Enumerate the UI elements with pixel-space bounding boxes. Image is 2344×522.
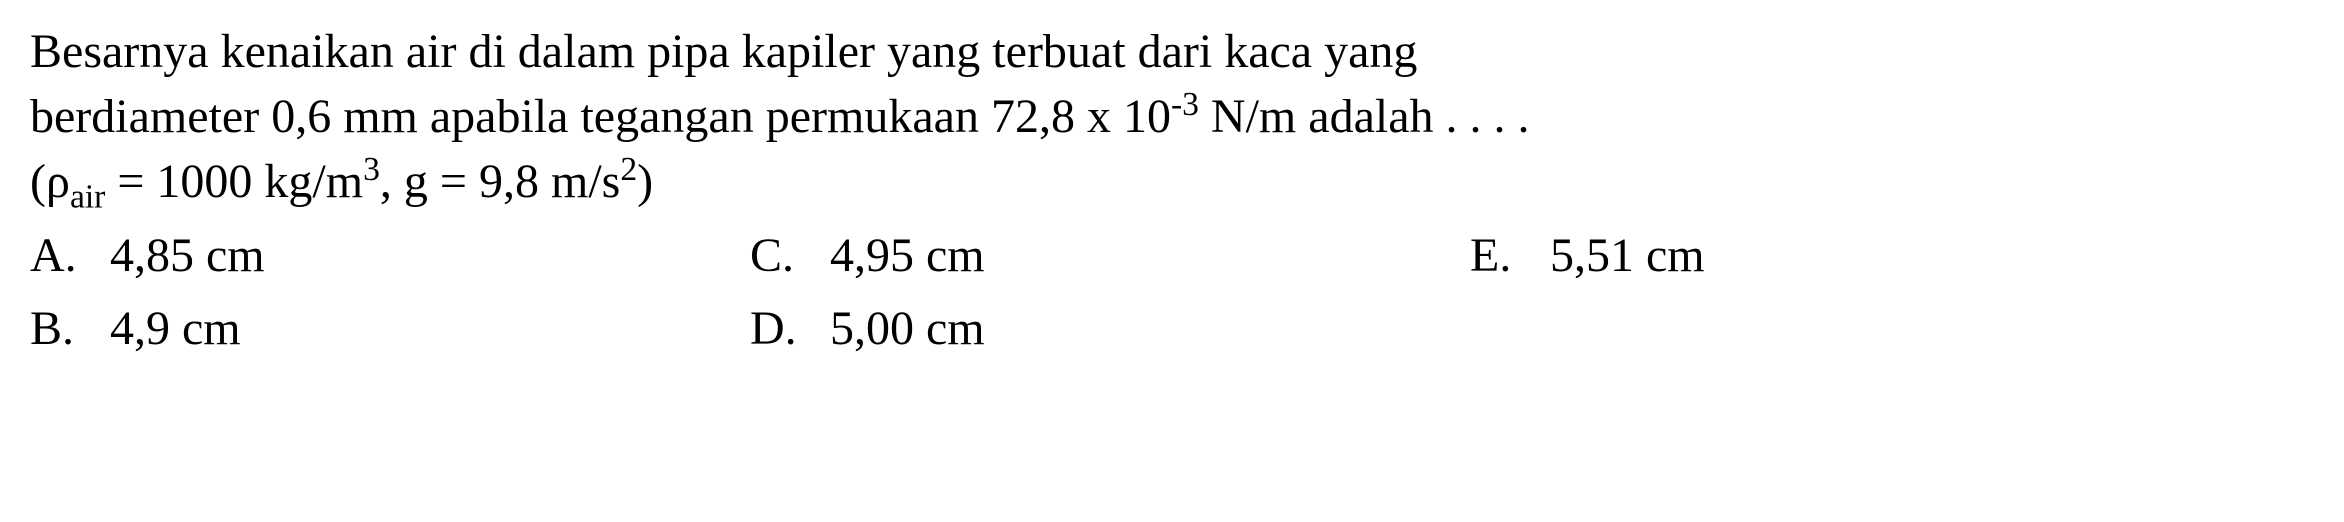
question-line-1: Besarnya kenaikan air di dalam pipa kapi… [30, 20, 2314, 85]
option-a: A. 4,85 cm [30, 224, 750, 289]
option-a-label: A. [30, 224, 110, 289]
option-e-label: E. [1470, 224, 1550, 289]
option-row-2: B. 4,9 cm D. 5,00 cm [30, 297, 2314, 362]
line3-mid: = 1000 kg/m [105, 155, 363, 208]
option-e-value: 5,51 cm [1550, 224, 1970, 289]
option-b-label: B. [30, 297, 110, 362]
option-c: C. 4,95 cm [750, 224, 1470, 289]
option-d-label: D. [750, 297, 830, 362]
line3-mid2: , g = 9,8 m/s [380, 155, 620, 208]
question-text: Besarnya kenaikan air di dalam pipa kapi… [30, 20, 2314, 214]
option-b-value: 4,9 cm [110, 297, 750, 362]
options-container: A. 4,85 cm C. 4,95 cm E. 5,51 cm B. 4,9 … [30, 224, 2314, 362]
option-c-label: C. [750, 224, 830, 289]
option-d-value: 5,00 cm [830, 297, 1470, 362]
line3-exp2: 2 [620, 151, 637, 188]
option-row-1: A. 4,85 cm C. 4,95 cm E. 5,51 cm [30, 224, 2314, 289]
line2-post: N/m adalah . . . . [1199, 90, 1530, 143]
option-e: E. 5,51 cm [1470, 224, 1970, 289]
question-line-2: berdiameter 0,6 mm apabila tegangan perm… [30, 85, 2314, 150]
question-line-3: (ρair = 1000 kg/m3, g = 9,8 m/s2) [30, 150, 2314, 215]
line3-exp1: 3 [363, 151, 380, 188]
line3-subscript: air [70, 178, 105, 215]
line3-post: ) [637, 155, 653, 208]
option-d: D. 5,00 cm [750, 297, 1470, 362]
option-a-value: 4,85 cm [110, 224, 750, 289]
option-c-value: 4,95 cm [830, 224, 1470, 289]
option-b: B. 4,9 cm [30, 297, 750, 362]
line3-pre: (ρ [30, 155, 70, 208]
line2-exponent: -3 [1171, 86, 1199, 123]
line2-pre: berdiameter 0,6 mm apabila tegangan perm… [30, 90, 1171, 143]
